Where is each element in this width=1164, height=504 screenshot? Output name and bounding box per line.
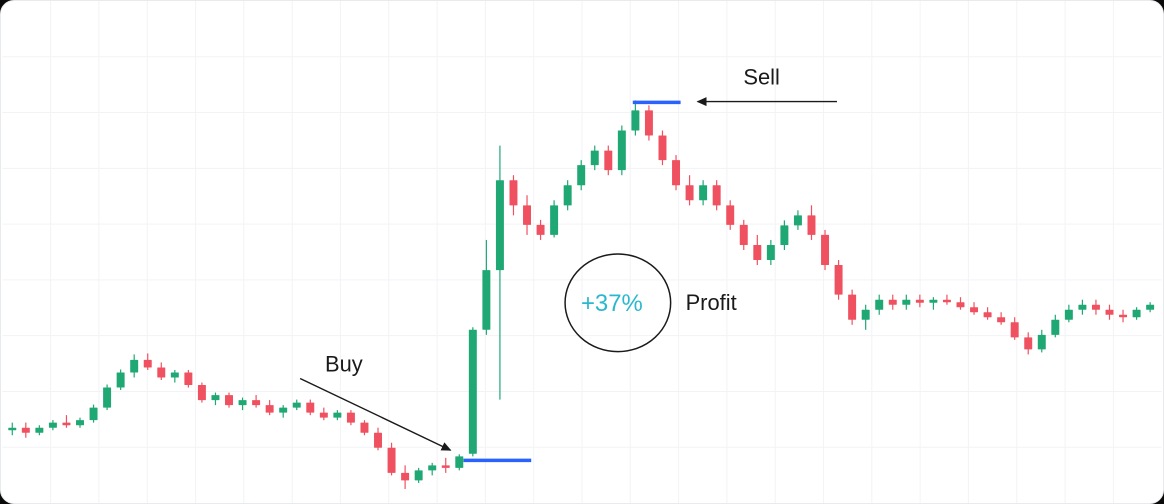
sell-annotation: Sell bbox=[632, 65, 837, 107]
candle-body-up bbox=[766, 244, 775, 261]
candle-body-up bbox=[292, 402, 301, 408]
candle-body-down bbox=[21, 427, 30, 433]
candle-body-up bbox=[116, 372, 125, 388]
candle-body-down bbox=[360, 422, 369, 433]
candle-body-down bbox=[536, 224, 545, 235]
candle-body-down bbox=[685, 185, 694, 201]
candle-body-up bbox=[590, 150, 599, 166]
candle-body-up bbox=[238, 400, 247, 406]
candle-body-up bbox=[1132, 309, 1141, 318]
candle-body-down bbox=[523, 205, 532, 225]
candle-body-down bbox=[712, 185, 721, 206]
candle-body-down bbox=[225, 395, 233, 406]
candle-body-down bbox=[915, 299, 924, 303]
candle-body-up bbox=[279, 407, 288, 413]
candle-body-down bbox=[1091, 304, 1100, 310]
candle-body-down bbox=[1119, 314, 1128, 318]
candle-body-down bbox=[441, 465, 450, 468]
candle-body-down bbox=[1024, 337, 1033, 350]
buy-label: Buy bbox=[325, 352, 363, 377]
candle-body-down bbox=[888, 299, 897, 305]
candle-body-up bbox=[211, 395, 220, 401]
candle-body-down bbox=[252, 400, 261, 406]
candle-body-up bbox=[48, 422, 57, 428]
candle-body-up bbox=[495, 180, 504, 271]
candle-body-up bbox=[482, 270, 491, 330]
candle-body-down bbox=[157, 367, 166, 378]
candle-body-down bbox=[509, 180, 518, 206]
candle-body-down bbox=[983, 312, 992, 318]
candle-body-down bbox=[319, 412, 328, 418]
buy-annotation: Buy bbox=[299, 352, 532, 463]
candle-body-up bbox=[130, 359, 139, 373]
candle-body-down bbox=[62, 422, 71, 426]
candle-body-up bbox=[563, 185, 572, 206]
candle-body-up bbox=[455, 456, 464, 468]
candle-body-up bbox=[103, 387, 112, 408]
candle-body-up bbox=[699, 185, 708, 201]
candle-body-down bbox=[1105, 309, 1114, 315]
candle-body-down bbox=[997, 317, 1006, 323]
candle-body-up bbox=[550, 205, 559, 235]
candle-body-up bbox=[577, 165, 586, 186]
candle-body-down bbox=[672, 160, 681, 186]
profit-value: +37% bbox=[581, 290, 643, 317]
candle-body-up bbox=[617, 130, 626, 171]
candle-body-down bbox=[821, 234, 830, 266]
candle-body-up bbox=[861, 309, 870, 320]
candle-body-down bbox=[739, 224, 748, 245]
candle-body-down bbox=[956, 302, 965, 308]
candle-body-up bbox=[902, 299, 911, 305]
candle-body-down bbox=[374, 432, 382, 448]
candle-body-up bbox=[1051, 319, 1060, 335]
candle-body-down bbox=[346, 412, 355, 423]
candle-body-down bbox=[848, 294, 857, 320]
candle-body-up bbox=[1146, 304, 1155, 310]
candle-body-down bbox=[834, 265, 843, 295]
candle-body-down bbox=[1010, 322, 1019, 338]
candle-body-down bbox=[658, 135, 667, 161]
candle-body-down bbox=[143, 359, 152, 368]
candle-body-up bbox=[468, 329, 477, 454]
candlestick-series bbox=[8, 100, 1155, 489]
candle-body-up bbox=[35, 427, 44, 433]
profit-label: Profit bbox=[686, 290, 737, 315]
candle-body-up bbox=[8, 427, 17, 431]
candle-body-up bbox=[76, 420, 84, 426]
candle-body-down bbox=[197, 385, 206, 401]
candle-body-up bbox=[1078, 304, 1087, 310]
candle-body-up bbox=[793, 215, 802, 226]
candle-body-up bbox=[428, 465, 437, 471]
candle-body-down bbox=[306, 402, 315, 413]
sell-label: Sell bbox=[743, 65, 780, 90]
candle-body-up bbox=[170, 372, 179, 378]
candle-body-up bbox=[929, 299, 938, 303]
candle-body-up bbox=[89, 407, 98, 421]
buy-arrow bbox=[299, 377, 452, 451]
candle-body-down bbox=[604, 150, 613, 171]
candle-body-down bbox=[970, 307, 979, 313]
candle-body-down bbox=[265, 405, 274, 413]
candle-body-up bbox=[780, 225, 789, 245]
candle-body-down bbox=[807, 215, 816, 235]
candle-body-up bbox=[631, 110, 640, 131]
candle-body-down bbox=[184, 372, 193, 386]
candle-body-up bbox=[414, 470, 423, 481]
candle-body-up bbox=[1037, 334, 1046, 350]
candle-body-down bbox=[753, 244, 762, 261]
candle-body-down bbox=[942, 299, 951, 303]
candle-body-down bbox=[644, 110, 653, 136]
candle-body-down bbox=[387, 447, 396, 473]
profit-annotation: +37% Profit bbox=[564, 253, 737, 353]
profit-circle bbox=[564, 253, 672, 353]
candle-body-down bbox=[726, 205, 735, 225]
candle-body-up bbox=[333, 412, 342, 418]
candle-body-up bbox=[875, 299, 884, 310]
candle-body-up bbox=[1064, 309, 1073, 320]
candle-body-down bbox=[401, 472, 410, 481]
